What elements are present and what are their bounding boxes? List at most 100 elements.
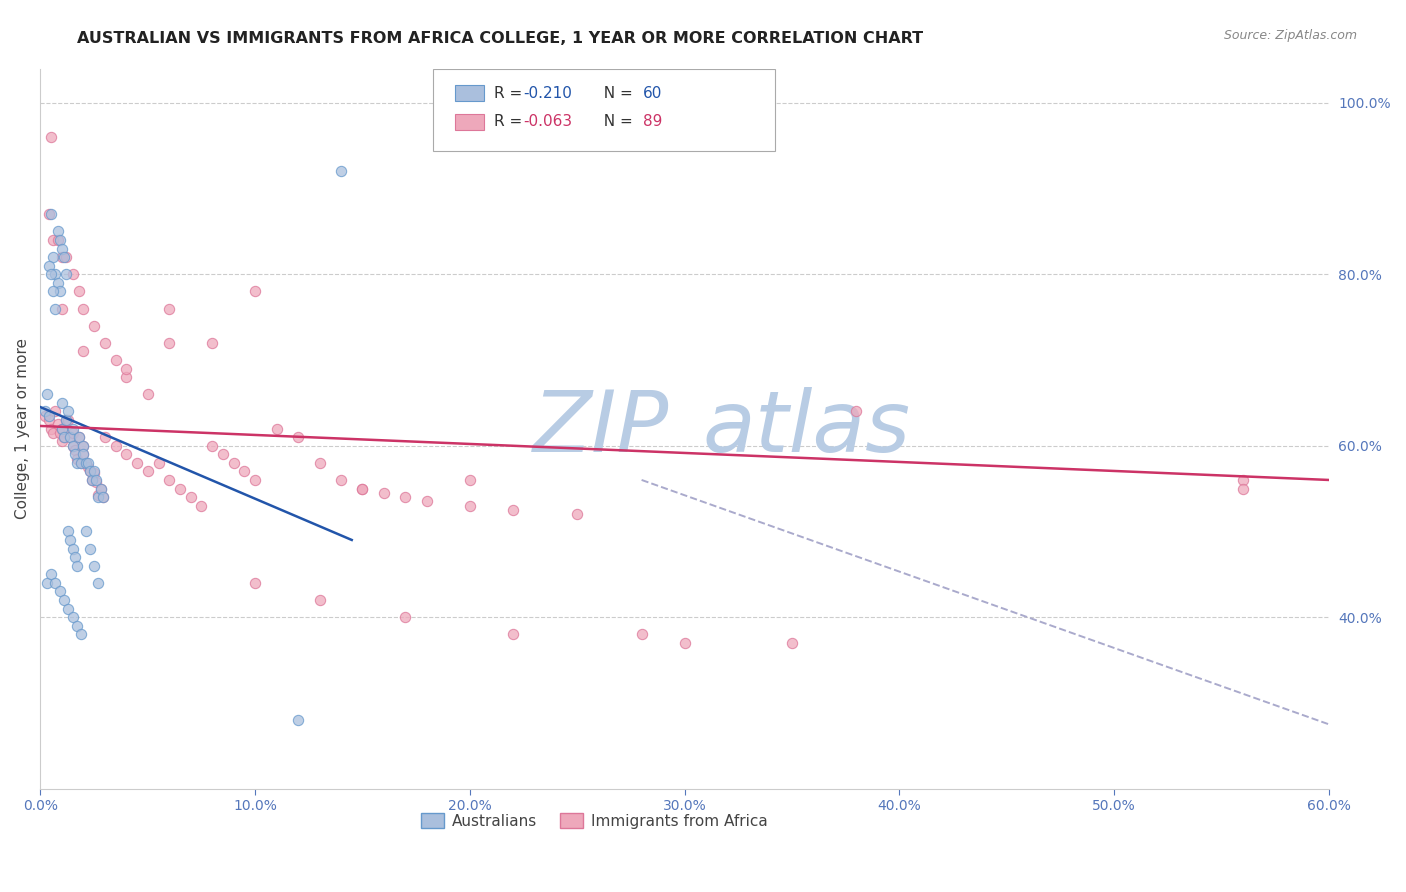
Point <box>201 439 224 453</box>
Point <box>66 451 89 466</box>
Point <box>87 575 110 590</box>
Point <box>42 233 65 247</box>
Point <box>44 301 66 316</box>
Point <box>91 490 114 504</box>
Point <box>87 488 110 502</box>
Point <box>63 447 86 461</box>
Point <box>104 439 127 453</box>
Point <box>330 473 353 487</box>
Point <box>44 404 66 418</box>
Point <box>62 541 84 556</box>
Point <box>70 456 93 470</box>
Point <box>72 439 94 453</box>
Point <box>42 250 65 264</box>
Point <box>35 575 58 590</box>
Text: -0.063: -0.063 <box>523 114 572 129</box>
Point <box>190 499 212 513</box>
Point <box>46 224 69 238</box>
Point <box>72 439 94 453</box>
Point <box>115 447 138 461</box>
Text: 60: 60 <box>644 86 662 101</box>
Point <box>55 267 77 281</box>
Point <box>458 473 481 487</box>
Point <box>62 267 84 281</box>
Point <box>287 430 309 444</box>
Point <box>39 130 62 145</box>
Point <box>148 456 170 470</box>
Point <box>42 285 65 299</box>
Point <box>55 413 77 427</box>
Point <box>70 456 93 470</box>
Point <box>201 335 224 350</box>
Point <box>59 430 82 444</box>
Point <box>53 430 76 444</box>
Point <box>72 447 94 461</box>
Text: -0.210: -0.210 <box>523 86 572 101</box>
Point <box>48 285 70 299</box>
Text: R =: R = <box>494 86 527 101</box>
Point <box>394 610 416 624</box>
Point <box>75 456 97 470</box>
Point <box>58 524 80 539</box>
Point <box>51 301 73 316</box>
Point <box>38 413 60 427</box>
Point <box>39 567 62 582</box>
Point <box>90 482 112 496</box>
Point <box>72 447 94 461</box>
Point <box>567 507 589 521</box>
Point <box>308 456 330 470</box>
Point <box>62 439 84 453</box>
Point <box>502 503 524 517</box>
Point <box>67 430 90 444</box>
Point <box>373 485 395 500</box>
Point <box>76 460 98 475</box>
Point <box>46 276 69 290</box>
Point <box>39 421 62 435</box>
Point <box>53 430 76 444</box>
Point <box>104 353 127 368</box>
Point <box>780 636 803 650</box>
Text: N =: N = <box>595 114 638 129</box>
Point <box>243 575 266 590</box>
Legend: Australians, Immigrants from Africa: Australians, Immigrants from Africa <box>415 807 773 835</box>
Point <box>352 482 374 496</box>
Point <box>330 164 353 178</box>
Point <box>51 242 73 256</box>
Point <box>58 601 80 615</box>
Point <box>157 301 180 316</box>
Point <box>51 421 73 435</box>
Point <box>55 413 77 427</box>
Point <box>67 430 90 444</box>
Point <box>91 490 114 504</box>
Point <box>90 482 112 496</box>
Point <box>79 464 101 478</box>
Point <box>66 456 89 470</box>
Point <box>83 558 105 573</box>
Point <box>94 430 117 444</box>
Point <box>84 473 107 487</box>
Point <box>75 456 97 470</box>
Point <box>80 473 103 487</box>
Point <box>394 490 416 504</box>
Text: AUSTRALIAN VS IMMIGRANTS FROM AFRICA COLLEGE, 1 YEAR OR MORE CORRELATION CHART: AUSTRALIAN VS IMMIGRANTS FROM AFRICA COL… <box>77 31 924 46</box>
Point <box>157 473 180 487</box>
Point <box>115 370 138 384</box>
Text: atlas: atlas <box>703 387 911 470</box>
Point <box>62 439 84 453</box>
Point <box>51 421 73 435</box>
Text: Source: ZipAtlas.com: Source: ZipAtlas.com <box>1223 29 1357 42</box>
Point <box>51 250 73 264</box>
Point <box>845 404 868 418</box>
Point <box>416 494 439 508</box>
Point <box>62 425 84 440</box>
Point <box>87 490 110 504</box>
Point <box>308 593 330 607</box>
Point <box>75 524 97 539</box>
Point <box>34 404 56 418</box>
Point <box>458 499 481 513</box>
Point <box>55 250 77 264</box>
Point <box>233 464 256 478</box>
FancyBboxPatch shape <box>456 114 484 129</box>
Point <box>62 421 84 435</box>
Point <box>48 584 70 599</box>
